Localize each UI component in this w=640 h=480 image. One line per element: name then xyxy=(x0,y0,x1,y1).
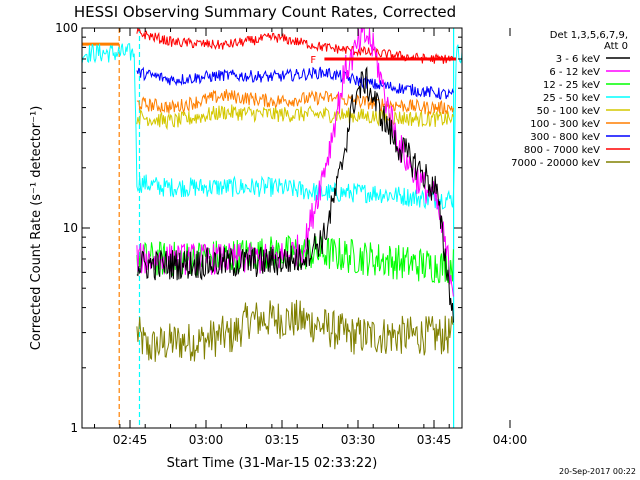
series-line-6 xyxy=(136,66,454,100)
x-tick-label-4: 03:45 xyxy=(417,433,452,447)
y-tick-label-1: 10 xyxy=(63,221,78,235)
y-tick-label-0: 1 xyxy=(70,421,78,435)
x-tick-label-2: 03:15 xyxy=(265,433,300,447)
legend: Det 1,3,5,6,7,9,Att 0 3 - 6 keV 6 - 12 keV… xyxy=(511,30,630,169)
legend-label-3: 25 - 50 keV xyxy=(543,93,600,104)
legend-label-4: 50 - 100 keV xyxy=(537,106,601,117)
legend-label-6: 300 - 800 keV xyxy=(530,132,600,143)
x-tick-label-0: 02:45 xyxy=(113,433,148,447)
date-stamp: 20-Sep-2017 00:22 xyxy=(559,467,636,476)
x-tick-label-5: 04:00 xyxy=(493,433,528,447)
y-axis-label: Corrected Count Rate (s⁻¹ detector⁻¹) xyxy=(29,106,44,351)
x-axis-label: Start Time (31-Mar-15 02:33:22) xyxy=(167,456,378,471)
series-line-4 xyxy=(136,104,454,131)
legend-header-0: Det 1,3,5,6,7,9, xyxy=(550,30,628,41)
series-line-3 xyxy=(82,43,462,210)
series-line-0 xyxy=(136,66,454,323)
x-axis: 02:45 03:00 03:15 03:30 03:45 04:00 xyxy=(94,28,528,447)
chart-title: HESSI Observing Summary Count Rates, Cor… xyxy=(74,3,456,21)
y-axis: 1 10 100 xyxy=(55,21,462,435)
legend-label-5: 100 - 300 keV xyxy=(530,119,600,130)
y-tick-label-2: 100 xyxy=(55,21,78,35)
legend-label-7: 800 - 7000 keV xyxy=(524,145,600,156)
x-tick-label-1: 03:00 xyxy=(189,433,224,447)
series-line-7 xyxy=(136,28,454,64)
flag-bar-label-0: F xyxy=(310,55,316,66)
legend-label-0: 3 - 6 keV xyxy=(556,54,600,65)
x-tick-label-3: 03:30 xyxy=(341,433,376,447)
legend-label-1: 6 - 12 keV xyxy=(549,67,600,78)
series-line-8 xyxy=(136,299,454,362)
series-line-5 xyxy=(136,89,454,116)
plot-area: F xyxy=(82,28,462,428)
series-line-2 xyxy=(136,234,454,284)
legend-label-2: 12 - 25 keV xyxy=(543,80,600,91)
legend-label-8: 7000 - 20000 keV xyxy=(511,158,600,169)
legend-header-1: Att 0 xyxy=(604,41,628,52)
